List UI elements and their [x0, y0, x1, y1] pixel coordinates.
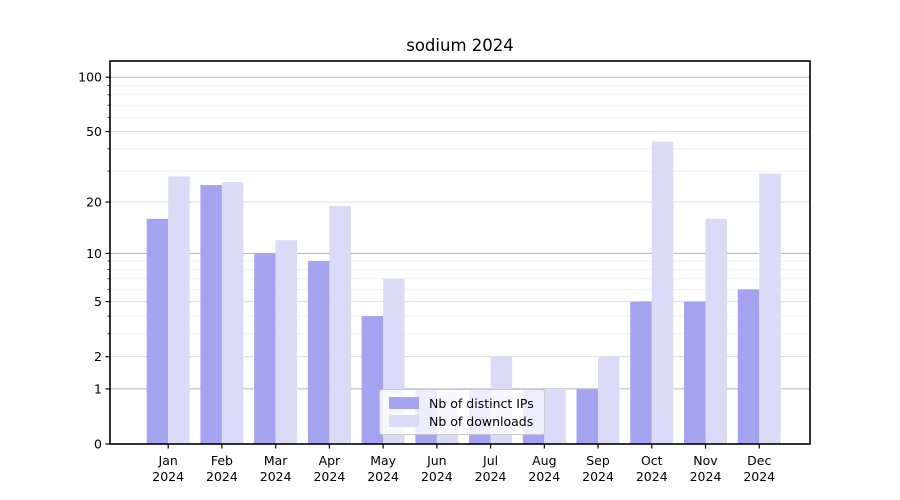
x-tick-label-month-jan: Jan [158, 453, 178, 468]
x-tick-label-month-dec: Dec [747, 453, 771, 468]
x-tick-label-year-jul: 2024 [475, 469, 507, 484]
x-tick-label-month-oct: Oct [641, 453, 663, 468]
legend-label-downloads: Nb of downloads [429, 413, 534, 429]
bar-downloads-apr [329, 205, 351, 444]
x-tick-label-year-dec: 2024 [743, 469, 775, 484]
x-tick-label-month-feb: Feb [211, 453, 233, 468]
bar-downloads-aug [544, 388, 566, 444]
x-tick-label-month-may: May [370, 453, 396, 468]
bar-ips-may [361, 316, 384, 444]
legend: Nb of distinct IPs Nb of downloads [379, 389, 545, 435]
legend-swatch-ips [389, 397, 419, 409]
bar-downloads-feb [221, 182, 244, 444]
x-tick-label-month-apr: Apr [319, 453, 341, 468]
x-tick-label-year-feb: 2024 [206, 469, 238, 484]
bar-ips-apr [307, 261, 330, 444]
x-tick-label-month-sep: Sep [586, 453, 610, 468]
bar-ips-mar [254, 253, 276, 444]
bar-downloads-mar [275, 240, 298, 444]
bar-ips-sep [576, 388, 599, 444]
y-tick-label-10: 10 [86, 246, 102, 261]
bar-ips-nov [684, 301, 706, 444]
chart-title: sodium 2024 [406, 36, 514, 55]
x-tick-label-year-jan: 2024 [152, 469, 184, 484]
bar-downloads-nov [705, 218, 727, 444]
legend-label-distinct-ips: Nb of distinct IPs [429, 395, 534, 411]
y-tick-label-0: 0 [94, 437, 102, 452]
x-tick-label-month-aug: Aug [532, 453, 556, 468]
bar-ips-dec [737, 289, 760, 444]
legend-item-distinct-ips: Nb of distinct IPs [389, 394, 536, 412]
x-tick-label-year-aug: 2024 [528, 469, 560, 484]
bar-ips-jan [146, 218, 169, 444]
y-tick-label-5: 5 [94, 294, 102, 309]
x-tick-label-month-mar: Mar [264, 453, 288, 468]
x-tick-label-month-jul: Jul [482, 453, 498, 468]
y-tick-label-50: 50 [86, 124, 102, 139]
bar-downloads-jan [168, 176, 190, 444]
legend-swatch-downloads [389, 415, 419, 427]
y-tick-label-2: 2 [94, 349, 102, 364]
x-tick-label-month-nov: Nov [693, 453, 718, 468]
x-tick-label-year-jun: 2024 [421, 469, 453, 484]
bar-ips-oct [630, 301, 652, 444]
x-tick-label-year-apr: 2024 [313, 469, 345, 484]
x-tick-label-month-jun: Jun [426, 453, 447, 468]
x-tick-label-year-nov: 2024 [690, 469, 722, 484]
y-tick-label-100: 100 [78, 70, 102, 85]
y-tick-label-20: 20 [86, 195, 102, 210]
y-tick-label-1: 1 [94, 381, 102, 396]
bar-downloads-dec [759, 173, 781, 444]
bar-downloads-sep [598, 356, 620, 444]
bar-downloads-oct [651, 141, 674, 445]
x-tick-label-year-oct: 2024 [636, 469, 668, 484]
x-tick-label-year-sep: 2024 [582, 469, 614, 484]
bar-ips-feb [200, 185, 222, 444]
legend-item-downloads: Nb of downloads [389, 412, 536, 430]
x-tick-label-year-mar: 2024 [260, 469, 292, 484]
plot-frame [109, 60, 811, 445]
x-tick-label-year-may: 2024 [367, 469, 399, 484]
